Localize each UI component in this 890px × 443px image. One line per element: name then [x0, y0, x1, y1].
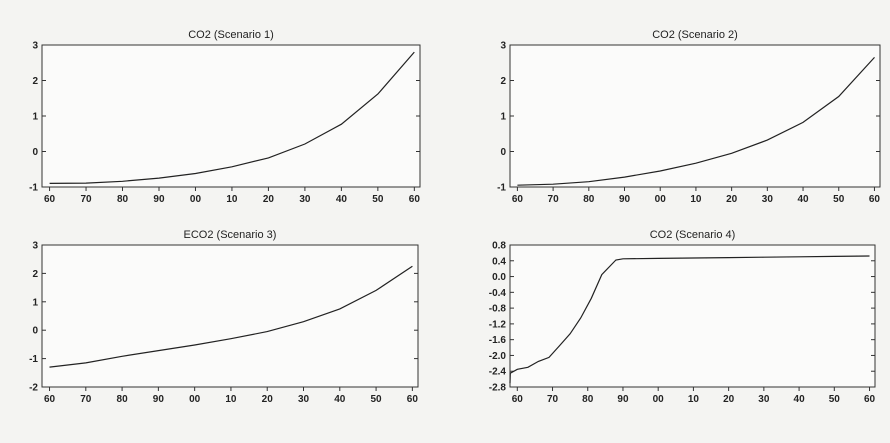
chart-panel-scenario-4: CO2 (Scenario 4) 0.8 0.4 0.0 -0.4 -0.8 -1.2 -1.… — [489, 229, 876, 405]
x-tick-label: 90 — [617, 394, 629, 405]
y-tick-label: 0 — [500, 147, 506, 158]
x-tick-label: 90 — [619, 194, 631, 205]
y-tick-label: -2.0 — [489, 351, 507, 362]
x-tick-label: 10 — [688, 394, 700, 405]
y-tick-label: -0.8 — [489, 304, 507, 315]
x-tick-label: 40 — [334, 394, 346, 405]
x-tick-label: 70 — [80, 394, 92, 405]
y-tick-label: 1 — [500, 112, 506, 123]
chart-title: ECO2 (Scenario 3) — [184, 229, 277, 241]
y-tick-label: -1 — [497, 183, 506, 194]
y-tick-label: 1 — [32, 297, 38, 308]
y-tick-label: -0.4 — [489, 288, 507, 299]
y-tick-label: -2.8 — [489, 383, 507, 394]
x-tick-label: 50 — [372, 194, 384, 205]
plot-frame — [41, 244, 419, 388]
series-line — [517, 56, 875, 186]
x-tick-label: 20 — [263, 194, 275, 205]
x-tick-label: 60 — [512, 194, 524, 205]
x-tick-label: 50 — [833, 194, 845, 205]
y-tick-label: 3 — [32, 241, 38, 252]
x-tick-label: 10 — [226, 194, 238, 205]
x-tick-label: 60 — [512, 394, 524, 405]
plot-frame — [509, 44, 881, 188]
x-tick-label: 40 — [797, 194, 809, 205]
x-tick-label: 40 — [336, 194, 348, 205]
x-tick-label: 60 — [44, 194, 56, 205]
x-tick-label: 60 — [409, 194, 421, 205]
plot-frame — [41, 44, 421, 188]
x-tick-label: 30 — [762, 194, 774, 205]
x-tick-label: 50 — [371, 394, 383, 405]
x-tick-label: 30 — [299, 194, 311, 205]
y-tick-label: 2 — [32, 76, 38, 87]
x-tick-label: 60 — [44, 394, 56, 405]
y-tick-label: -1 — [29, 354, 38, 365]
x-tick-label: 70 — [548, 194, 560, 205]
y-tick-label: -1.2 — [489, 319, 507, 330]
y-tick-label: 3 — [32, 41, 38, 52]
x-tick-label: 00 — [655, 194, 667, 205]
x-tick-label: 00 — [189, 394, 201, 405]
plot-frame — [509, 244, 876, 388]
y-tick-label: 0.4 — [492, 256, 506, 267]
x-tick-label: 30 — [298, 394, 310, 405]
chart-title: CO2 (Scenario 1) — [188, 29, 274, 41]
y-tick-label: 0.8 — [492, 241, 506, 252]
y-tick-label: 3 — [500, 41, 506, 52]
y-tick-label: 2 — [500, 76, 506, 87]
x-tick-label: 80 — [117, 394, 129, 405]
x-tick-label: 10 — [225, 394, 237, 405]
y-tick-label: 1 — [32, 112, 38, 123]
y-tick-label: -2.4 — [489, 367, 507, 378]
x-tick-label: 70 — [80, 194, 92, 205]
x-tick-label: 90 — [153, 394, 165, 405]
series-line — [509, 255, 870, 384]
x-tick-label: 20 — [262, 394, 274, 405]
series-line — [49, 265, 413, 368]
x-tick-label: 60 — [869, 194, 881, 205]
x-tick-label: 80 — [583, 194, 595, 205]
x-tick-label: 40 — [794, 394, 806, 405]
x-tick-label: 00 — [190, 194, 202, 205]
x-tick-label: 90 — [153, 194, 165, 205]
x-tick-label: 80 — [117, 194, 129, 205]
series-line — [49, 51, 415, 184]
chart-title: CO2 (Scenario 4) — [650, 229, 736, 241]
x-tick-label: 00 — [653, 394, 665, 405]
x-tick-label: 30 — [758, 394, 770, 405]
x-tick-label: 20 — [723, 394, 735, 405]
x-tick-label: 50 — [829, 394, 841, 405]
y-tick-label: 0 — [32, 147, 38, 158]
y-tick-label: -1 — [29, 183, 38, 194]
x-tick-label: 80 — [582, 394, 594, 405]
y-tick-label: -1.6 — [489, 335, 507, 346]
y-tick-label: 0.0 — [492, 272, 506, 283]
chart-title: CO2 (Scenario 2) — [652, 29, 738, 41]
x-tick-label: 10 — [690, 194, 702, 205]
y-tick-label: 0 — [32, 326, 38, 337]
x-tick-label: 70 — [547, 394, 559, 405]
y-tick-label: -2 — [29, 383, 38, 394]
x-tick-label: 20 — [726, 194, 738, 205]
y-tick-label: 2 — [32, 269, 38, 280]
x-tick-label: 60 — [407, 394, 419, 405]
x-tick-label: 60 — [864, 394, 876, 405]
